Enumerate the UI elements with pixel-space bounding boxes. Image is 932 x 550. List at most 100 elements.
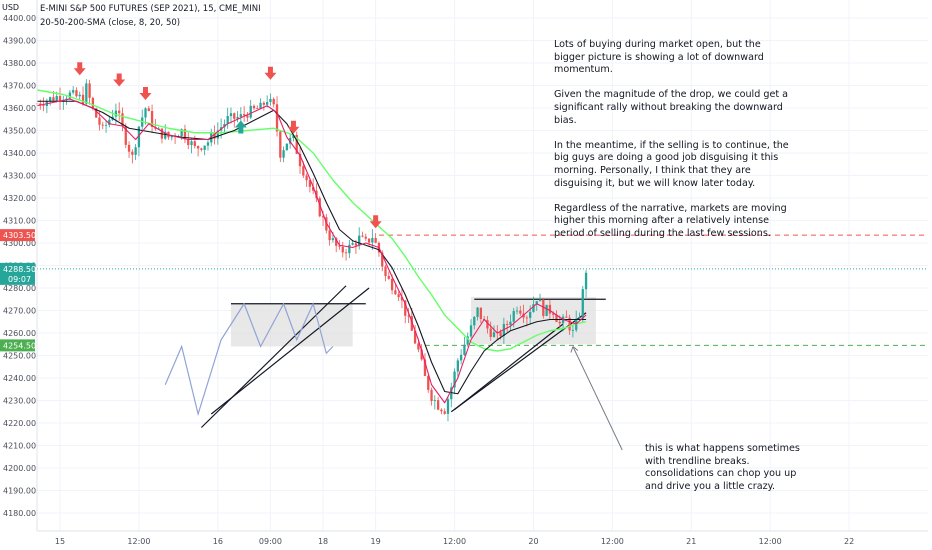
callout-arrowhead — [570, 346, 579, 353]
candle-body — [473, 316, 476, 326]
commentary-paragraph: In the meantime, if the selling is to co… — [554, 139, 789, 189]
candle-body — [180, 129, 183, 137]
candle-body — [453, 371, 456, 388]
candle-body — [443, 411, 446, 414]
x-tick-label: 20 — [528, 537, 538, 546]
candle-body — [436, 400, 440, 410]
callout-pointer — [572, 346, 623, 451]
commentary-paragraph: Lots of buying during market open, but t… — [554, 39, 764, 76]
candle-body — [459, 354, 463, 361]
x-axis[interactable]: 15 12:00 16 09:00 18 19 12:00 20 12:00 21 12:00 22 — [37, 530, 928, 546]
candle-body — [423, 359, 427, 376]
level-high-tag — [0, 229, 35, 242]
y-tick-label: 4330.00 — [3, 172, 36, 181]
candle-body — [95, 108, 98, 118]
commentary-paragraph: Given the magnitude of the drop, we coul… — [554, 89, 789, 126]
candle-body — [568, 317, 571, 331]
candle-body — [75, 90, 78, 97]
candle-body — [344, 252, 348, 254]
y-tick-label: 4230.00 — [3, 397, 36, 406]
candle-body — [308, 180, 312, 187]
candle-body — [242, 114, 246, 116]
candle-body — [187, 139, 190, 146]
candle-body — [351, 243, 354, 245]
candle-body — [104, 124, 108, 126]
candle-body — [538, 299, 542, 302]
candle-body — [272, 98, 275, 105]
y-tick-label: 4300.00 — [3, 239, 36, 248]
callout-arrow — [570, 346, 623, 451]
y-tick-label: 4380.00 — [3, 59, 36, 68]
candle-body — [58, 96, 62, 102]
projection-path — [164, 301, 334, 417]
candle-body — [203, 145, 206, 150]
down-arrow-icon — [264, 66, 277, 80]
candle-body — [417, 343, 420, 350]
x-tick-label: 12:00 — [601, 537, 624, 546]
candle-body — [400, 297, 404, 301]
up-arrow-icon — [234, 120, 247, 134]
x-tick-label: 21 — [686, 537, 696, 546]
candle-body — [265, 102, 269, 105]
candle-body — [361, 235, 364, 237]
candle-body — [193, 141, 196, 147]
candle-body — [325, 217, 328, 231]
candle-body — [512, 310, 515, 322]
trendline — [200, 285, 347, 428]
candle-body — [489, 328, 492, 337]
y-tick-label: 4320.00 — [3, 194, 36, 203]
candle-body — [206, 142, 210, 146]
candle-body — [390, 278, 394, 291]
callout-note: this is what happens sometimes with tren… — [645, 443, 825, 493]
candle-body — [269, 98, 272, 103]
x-tick-label: 12:00 — [759, 537, 782, 546]
candle-body — [256, 108, 259, 110]
candle-body — [479, 307, 483, 319]
indicator-legend[interactable]: 20-50-200-SMA (close, 8, 20, 50) — [40, 18, 181, 28]
candle-body — [114, 110, 118, 117]
candle-body — [137, 126, 141, 148]
candle-body — [341, 246, 344, 253]
candle-body — [515, 310, 519, 312]
candle-body — [581, 289, 584, 319]
candle-body — [72, 90, 75, 93]
candle-body — [548, 304, 552, 314]
candle-body — [223, 123, 226, 128]
candle-body — [381, 252, 384, 267]
candle-body — [127, 144, 131, 152]
candle-body — [545, 304, 548, 316]
candle-body — [249, 105, 252, 118]
x-tick-label: 12:00 — [127, 537, 150, 546]
candle-body — [404, 300, 407, 316]
y-tick-label: 4180.00 — [3, 509, 36, 518]
y-axis[interactable]: 4180.00 4190.00 4200.00 4210.00 4220.00 4230.… — [3, 0, 38, 531]
candle-body — [555, 314, 558, 322]
down-arrow-icon — [369, 215, 382, 229]
candle-body — [131, 151, 134, 155]
signal-arrows — [73, 62, 382, 229]
current-price-text: 4288.50 — [3, 265, 36, 274]
candle-body — [144, 108, 147, 118]
moving-averages — [36, 89, 587, 404]
y-tick-label: 4360.00 — [3, 104, 36, 113]
candle-body — [433, 400, 436, 401]
candle-body — [358, 235, 361, 246]
currency-label[interactable]: USD — [2, 3, 20, 12]
callout-line: and drive you a little crazy. — [645, 480, 775, 492]
y-tick-label: 4310.00 — [3, 217, 36, 226]
sma-8-line — [36, 98, 587, 404]
candle-body — [259, 102, 262, 109]
candle-body — [262, 102, 266, 105]
y-tick-label: 4190.00 — [3, 487, 36, 496]
y-tick-label: 4270.00 — [3, 307, 36, 316]
level-lines — [37, 234, 928, 346]
candle-body — [499, 332, 502, 337]
candle-body — [407, 315, 410, 317]
candle-body — [295, 134, 298, 154]
x-tick-label: 22 — [844, 537, 854, 546]
candle-body — [98, 117, 101, 125]
candle-body — [558, 321, 561, 324]
y-tick-label: 4350.00 — [3, 127, 36, 136]
candle-body — [252, 105, 256, 109]
